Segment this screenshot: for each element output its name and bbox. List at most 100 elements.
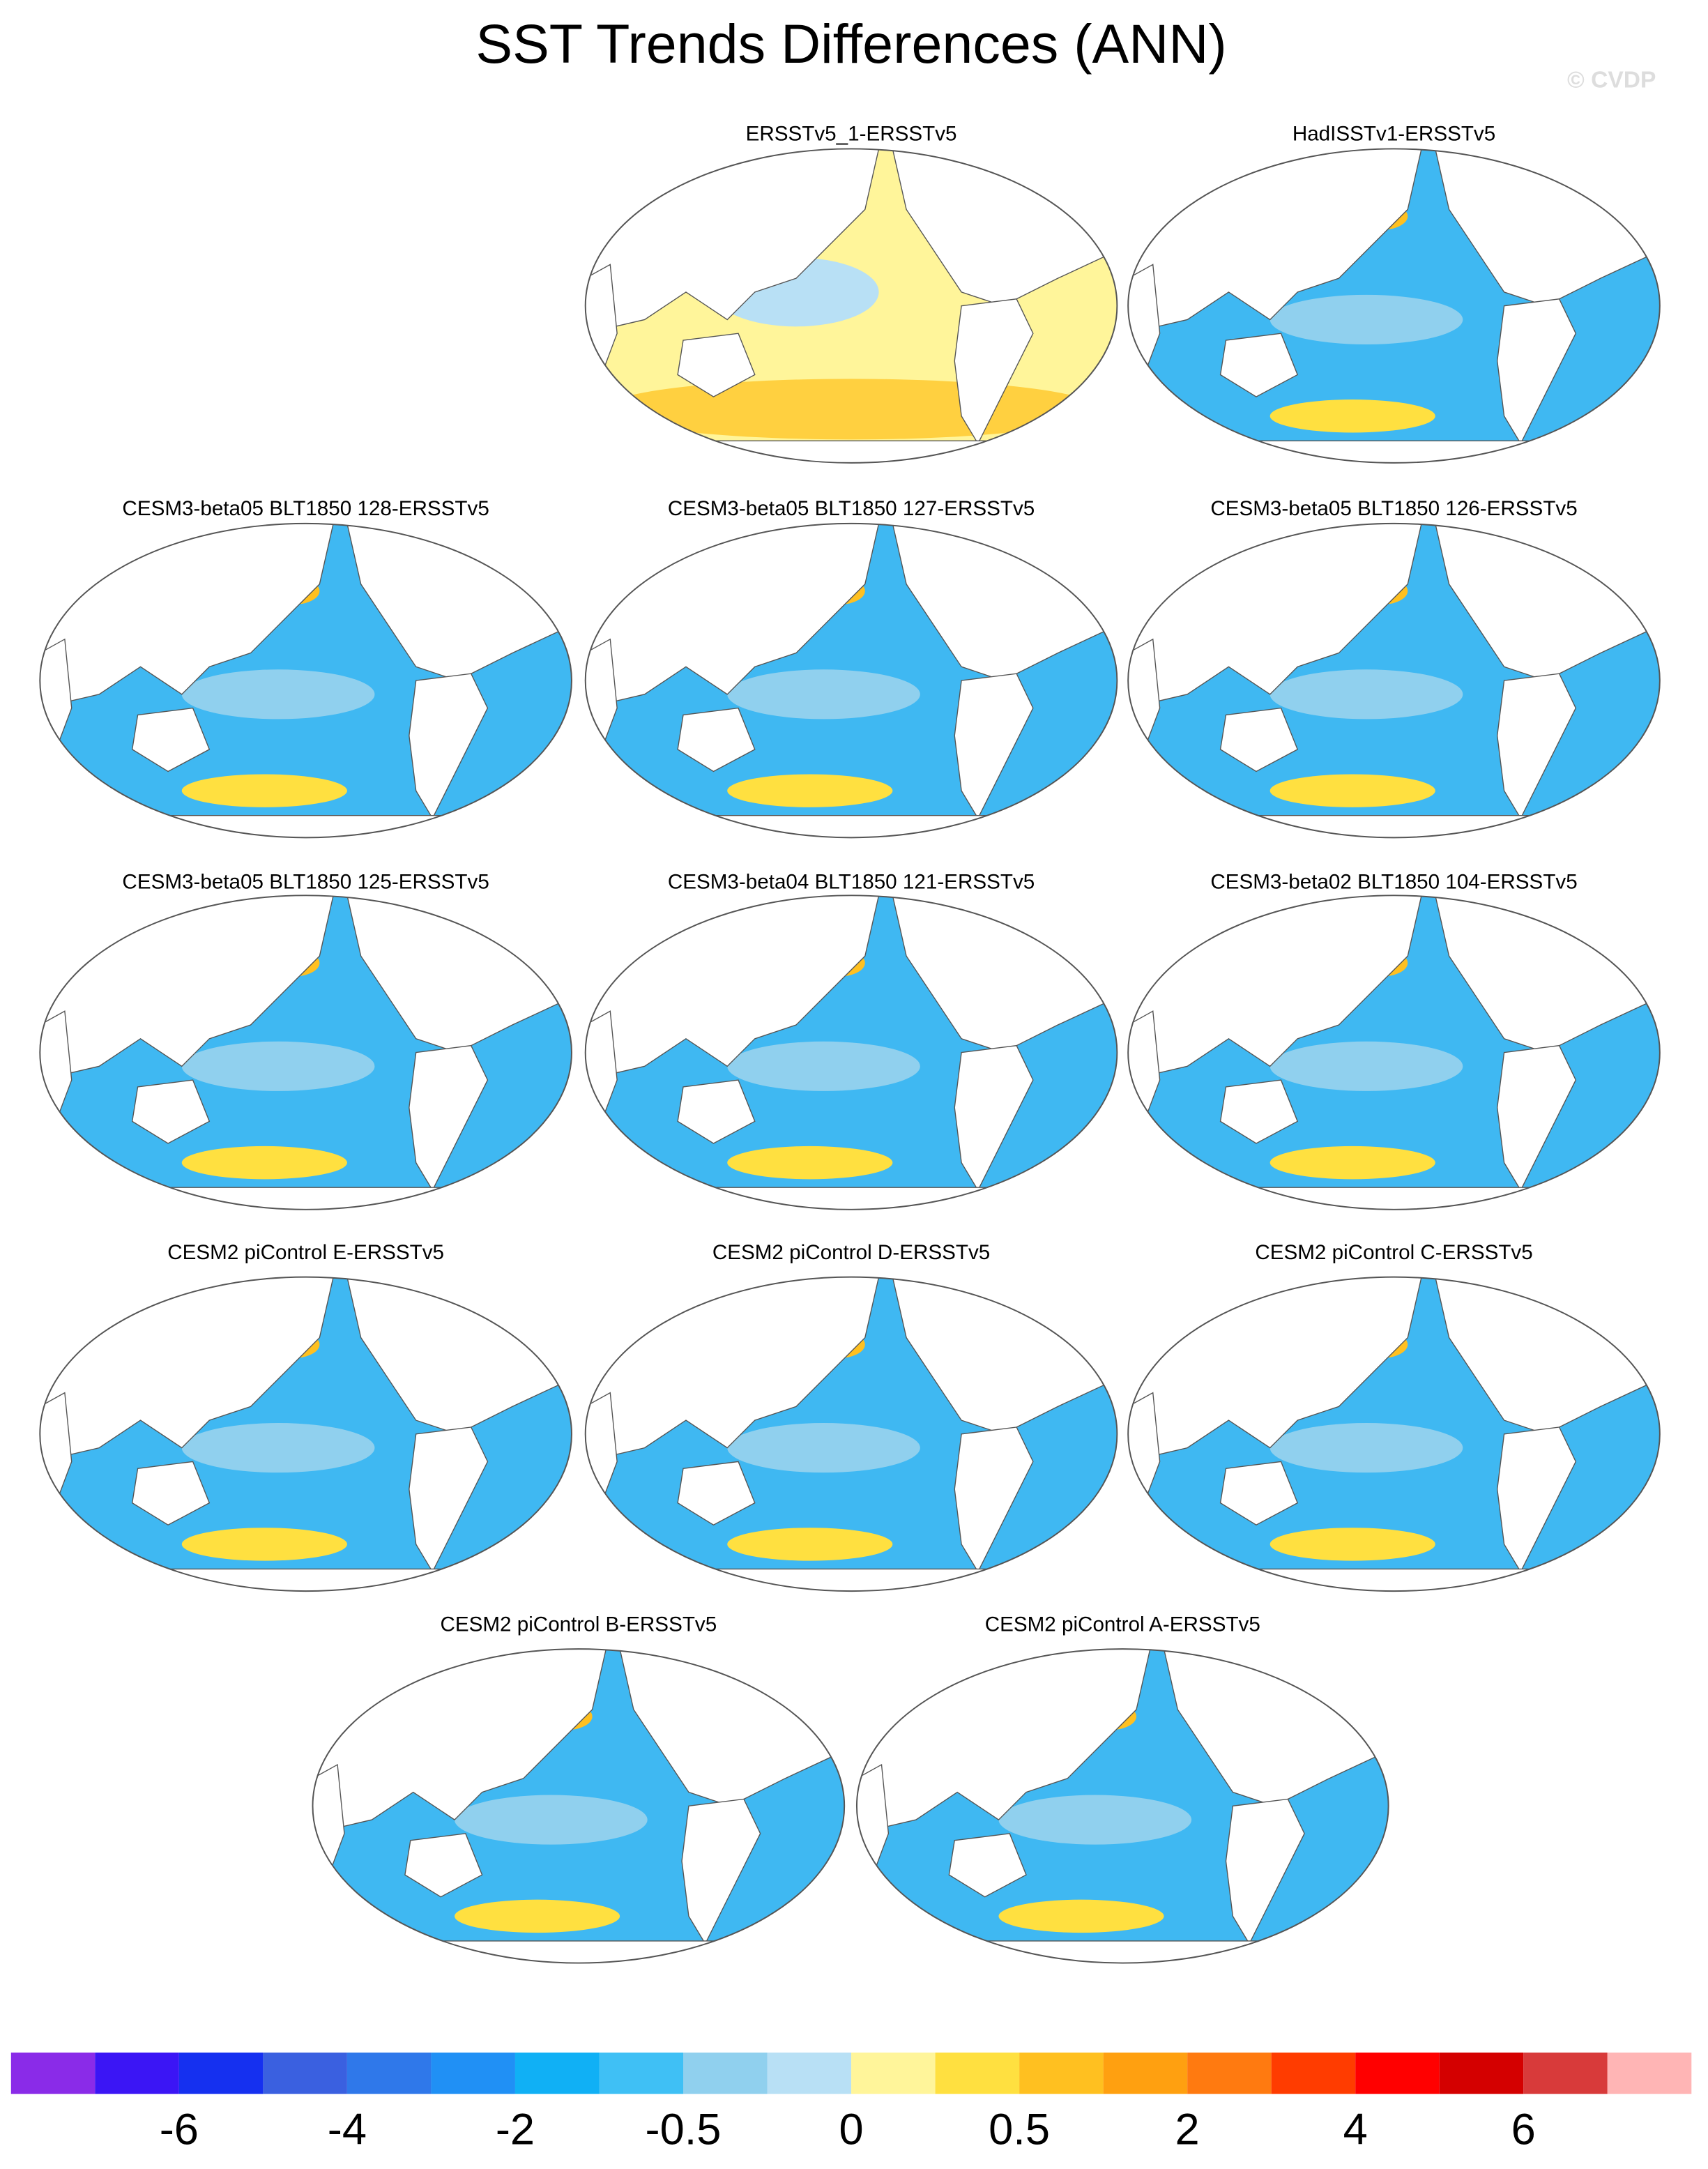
land: [954, 673, 1034, 820]
land: [1219, 1461, 1299, 1526]
colorbar-box: [1187, 2052, 1272, 2094]
colorbar-label: 6: [1511, 2105, 1536, 2154]
colorbar: -6 -4 -2 -0.5 0 0.5 2 4 6: [10, 2052, 1692, 2154]
anomaly: [727, 1146, 893, 1180]
figure-title: SST Trends Differences (ANN): [475, 13, 1226, 75]
anomaly: [181, 1528, 347, 1561]
anomaly: [181, 1146, 347, 1180]
land: [1219, 333, 1299, 397]
colorbar-label: 4: [1343, 2105, 1368, 2154]
land: [131, 1079, 211, 1144]
colorbar-label: -2: [496, 2105, 535, 2154]
colorbar-box: [1103, 2052, 1188, 2094]
land: [954, 298, 1034, 445]
panel-title: CESM2 piControl D-ERSSTv5: [712, 1241, 990, 1264]
land: [131, 707, 211, 773]
map: [856, 1649, 1389, 1963]
panel-title: CESM3-beta04 BLT1850 121-ERSSTv5: [668, 870, 1035, 893]
anomaly: [1269, 294, 1463, 344]
colorbar-box: [599, 2052, 683, 2094]
map-outline: [39, 895, 572, 1210]
map: [585, 523, 1118, 838]
map-outline: [1127, 895, 1661, 1210]
map-outline: [39, 522, 572, 839]
anomaly: [181, 1041, 375, 1091]
map-outline: [39, 1276, 572, 1592]
anomaly: [181, 1423, 375, 1473]
colorbar-box: [95, 2052, 179, 2094]
colorbar-box: [1607, 2052, 1692, 2094]
land: [409, 1426, 489, 1573]
land: [1128, 440, 1660, 463]
land: [409, 1044, 489, 1192]
anomaly: [727, 1423, 920, 1473]
map: [585, 1277, 1118, 1592]
land: [312, 1940, 845, 1963]
colorbar-box: [10, 2052, 96, 2094]
land: [585, 815, 1118, 838]
colorbar-box: [346, 2052, 432, 2094]
land: [1225, 1798, 1305, 1945]
panel-title: ERSSTv5_1-ERSSTv5: [746, 123, 957, 146]
land: [40, 1568, 572, 1592]
colorbar-box: [431, 2052, 515, 2094]
land: [1219, 707, 1299, 773]
map: [40, 895, 572, 1210]
anomaly: [1269, 1146, 1435, 1180]
map-outline: [1127, 1276, 1661, 1592]
map: [1128, 895, 1660, 1210]
colorbar-box: [1523, 2052, 1608, 2094]
land: [677, 1461, 756, 1526]
colorbar-label: 0: [839, 2105, 863, 2154]
panel-title: CESM2 piControl E-ERSSTv5: [167, 1241, 444, 1264]
panel-title: CESM2 piControl B-ERSSTv5: [440, 1613, 717, 1636]
anomaly: [1269, 1041, 1463, 1091]
map-outline: [1127, 148, 1661, 464]
land: [131, 1461, 211, 1526]
land: [681, 1798, 761, 1945]
map-outline: [584, 148, 1118, 464]
anomaly: [1269, 1528, 1435, 1561]
map-outline: [1127, 522, 1661, 839]
colorbar-label: 2: [1175, 2105, 1200, 2154]
map-panels: ERSSTv5_1-ERSSTv5 HadISSTv1-ERSSTv5 CESM3-…: [39, 123, 1661, 1964]
land: [40, 815, 572, 838]
map-outline: [584, 895, 1118, 1210]
panel-title: HadISSTv1-ERSSTv5: [1293, 123, 1495, 146]
watermark: © CVDP: [1567, 67, 1656, 93]
land: [856, 1940, 1389, 1963]
land: [585, 440, 1118, 463]
anomaly: [1269, 399, 1435, 433]
anomaly: [998, 1795, 1192, 1845]
panel-title: CESM3-beta02 BLT1850 104-ERSSTv5: [1210, 870, 1577, 893]
colorbar-box: [178, 2052, 264, 2094]
colorbar-box: [1271, 2052, 1356, 2094]
land: [677, 1079, 756, 1144]
panel-title: CESM3-beta05 BLT1850 126-ERSSTv5: [1210, 497, 1577, 520]
anomaly: [998, 1899, 1164, 1933]
land: [1497, 673, 1577, 820]
anomaly: [727, 774, 893, 807]
map: [1128, 149, 1660, 463]
colorbar-box: [683, 2052, 768, 2094]
map: [312, 1649, 845, 1963]
map: [585, 895, 1118, 1210]
colorbar-box: [1439, 2052, 1524, 2094]
panel-title: CESM3-beta05 BLT1850 125-ERSSTv5: [122, 870, 489, 893]
land: [1128, 1568, 1660, 1592]
map-outline: [855, 1648, 1389, 1964]
anomaly: [727, 1528, 893, 1561]
map-outline: [584, 1276, 1118, 1592]
colorbar-box: [1019, 2052, 1104, 2094]
land: [1497, 1044, 1577, 1192]
land: [1497, 298, 1577, 445]
map: [40, 523, 572, 838]
anomaly: [181, 774, 347, 807]
colorbar-box: [767, 2052, 852, 2094]
colorbar-box: [263, 2052, 347, 2094]
colorbar-box: [935, 2052, 1020, 2094]
land: [677, 333, 756, 397]
anomaly: [727, 669, 920, 720]
map: [1128, 1277, 1660, 1592]
